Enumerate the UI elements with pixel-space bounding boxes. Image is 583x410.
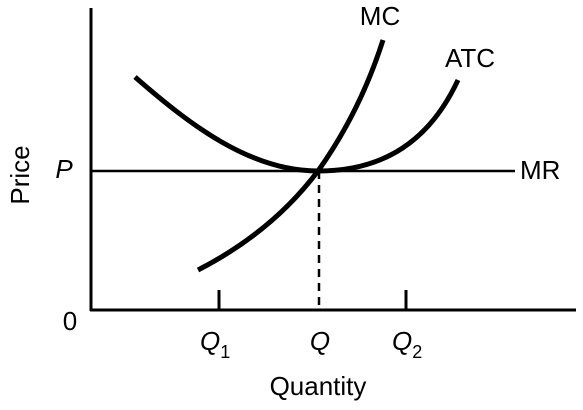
y-axis-label: Price: [5, 145, 35, 204]
origin-label: 0: [63, 306, 77, 336]
q1-label: Q1: [200, 326, 230, 362]
q-label: Q: [310, 326, 330, 356]
atc-label: ATC: [445, 43, 495, 73]
mr-label: MR: [520, 155, 560, 185]
q2-label: Q2: [392, 326, 422, 362]
atc-curve: [133, 75, 461, 174]
mc-label: MC: [360, 1, 400, 31]
price-label: P: [55, 154, 73, 184]
x-axis-label: Quantity: [270, 371, 367, 401]
mc-curve: [196, 39, 386, 273]
